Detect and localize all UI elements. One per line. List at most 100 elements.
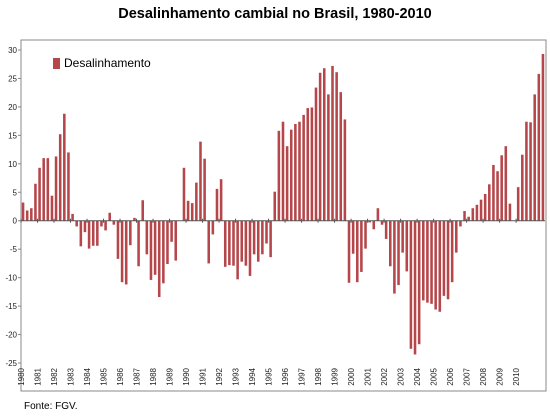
- bar: [285, 146, 289, 221]
- x-tick-label: 1989: [166, 367, 175, 385]
- bar: [277, 130, 281, 221]
- y-axis: 30 25 20 15 10 5 0 -5 -10 -15 -20 -25: [5, 46, 21, 368]
- x-tick-label: 1992: [215, 367, 224, 385]
- bar: [529, 122, 532, 221]
- bar: [467, 216, 470, 221]
- bar: [34, 183, 37, 221]
- bar: [446, 220, 450, 300]
- x-tick-label: 1986: [116, 367, 125, 385]
- bar: [508, 203, 512, 221]
- bar: [438, 220, 442, 312]
- bar: [409, 220, 413, 349]
- bar: [228, 220, 231, 266]
- bar: [170, 220, 173, 242]
- x-tick-label: 2009: [496, 367, 505, 385]
- bar: [479, 199, 483, 221]
- bar: [314, 87, 318, 221]
- bar: [38, 167, 41, 221]
- bar: [104, 220, 107, 231]
- bar: [500, 155, 503, 221]
- bar: [397, 220, 400, 286]
- bar: [133, 217, 136, 221]
- bar: [343, 119, 347, 221]
- bar: [236, 220, 239, 280]
- bar: [21, 202, 25, 221]
- bar: [459, 220, 462, 227]
- bar: [203, 158, 206, 221]
- y-tick-label: -5: [10, 245, 18, 254]
- bar: [265, 220, 268, 244]
- x-tick-label: 1996: [281, 367, 290, 385]
- chart-title: Desalinhamento cambial no Brasil, 1980-2…: [118, 6, 432, 22]
- bar: [475, 204, 479, 221]
- bar: [541, 53, 545, 221]
- x-tick-label: 1997: [298, 367, 307, 385]
- bar: [79, 220, 83, 247]
- bar: [380, 220, 384, 225]
- source-note: Fonte: FGV.: [24, 401, 78, 412]
- bar: [182, 167, 186, 221]
- bar: [360, 220, 363, 272]
- legend-label: Desalinhamento: [64, 56, 151, 70]
- bar: [339, 92, 343, 221]
- bar: [521, 154, 524, 221]
- bar-series: [21, 53, 545, 355]
- bar: [71, 213, 74, 221]
- x-tick-label: 2002: [380, 367, 389, 385]
- x-tick-label: 1987: [133, 367, 142, 385]
- bar: [63, 113, 66, 221]
- bar: [455, 220, 458, 253]
- bar: [112, 220, 116, 225]
- bar: [355, 220, 359, 283]
- bar: [54, 156, 58, 221]
- bar: [384, 220, 388, 239]
- bar: [195, 182, 198, 221]
- bar: [351, 220, 355, 254]
- x-tick-label: 2003: [397, 367, 406, 385]
- x-tick-label: 1999: [331, 367, 340, 385]
- bar: [372, 220, 376, 230]
- bar: [331, 65, 334, 221]
- y-tick-label: 15: [8, 131, 17, 140]
- y-tick-label: -15: [5, 302, 17, 311]
- bar: [149, 220, 153, 280]
- bar: [199, 141, 202, 221]
- bar: [166, 220, 169, 264]
- x-tick-label: 1985: [100, 367, 109, 385]
- bar: [83, 220, 87, 233]
- bar: [256, 220, 260, 262]
- y-tick-label: -20: [5, 331, 17, 340]
- bar: [50, 195, 54, 221]
- y-tick-label: -10: [5, 274, 17, 283]
- bar: [525, 121, 528, 221]
- x-tick-label: 1982: [50, 367, 59, 385]
- x-tick-label: 2007: [463, 367, 472, 385]
- bar: [413, 220, 417, 355]
- bar: [46, 158, 50, 221]
- bar: [389, 220, 392, 267]
- bar: [120, 220, 124, 283]
- bar: [129, 220, 132, 246]
- legend-swatch: [53, 58, 60, 69]
- bar: [401, 220, 404, 253]
- x-tick-label: 2001: [364, 367, 373, 385]
- bar: [100, 220, 103, 227]
- bar: [347, 220, 351, 283]
- bar: [302, 114, 305, 221]
- bar: [430, 220, 433, 304]
- bar: [417, 220, 421, 345]
- x-tick-label: 1983: [67, 367, 76, 385]
- bar: [137, 220, 140, 267]
- bar: [124, 220, 128, 285]
- bar: [368, 220, 371, 223]
- bar: [30, 208, 33, 221]
- bar: [87, 220, 91, 249]
- x-tick-label: 1991: [199, 367, 208, 385]
- bar: [537, 73, 541, 221]
- bar: [318, 72, 322, 221]
- bar: [190, 203, 194, 221]
- bar: [376, 208, 380, 221]
- x-tick-label: 1981: [34, 367, 43, 385]
- bar: [335, 72, 338, 221]
